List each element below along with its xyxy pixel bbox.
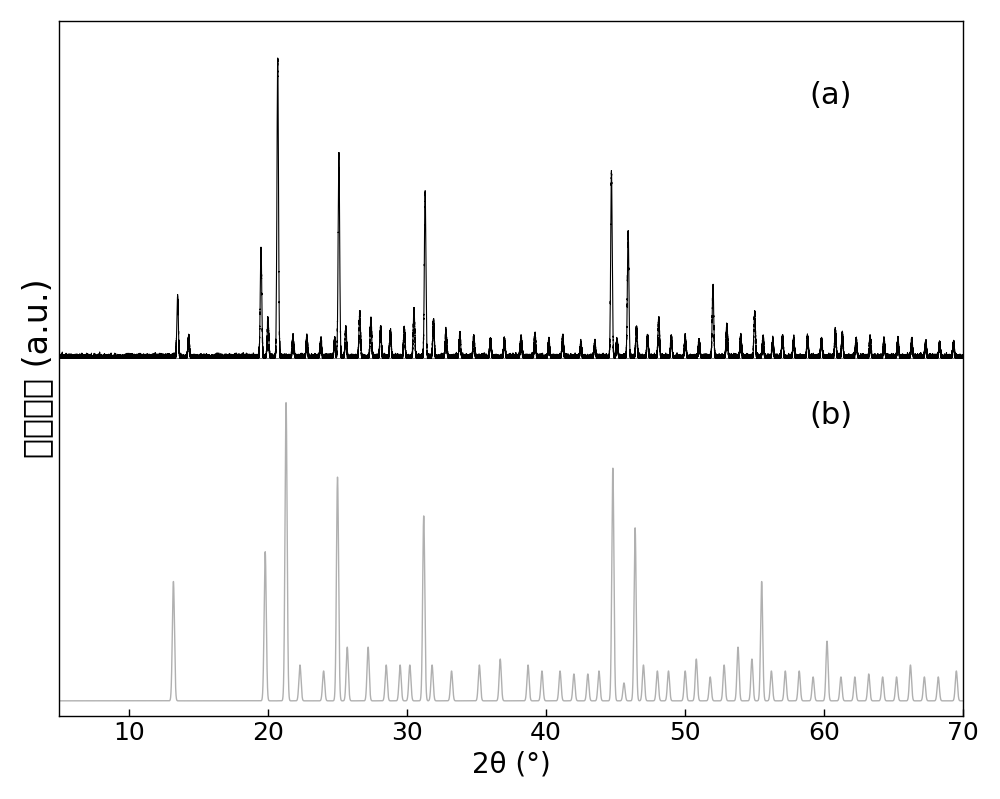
Y-axis label: 衍射强度 (a.u.): 衍射强度 (a.u.) [21, 279, 54, 458]
Text: (b): (b) [810, 401, 853, 430]
X-axis label: 2θ (°): 2θ (°) [472, 750, 551, 778]
Text: (a): (a) [810, 81, 852, 110]
